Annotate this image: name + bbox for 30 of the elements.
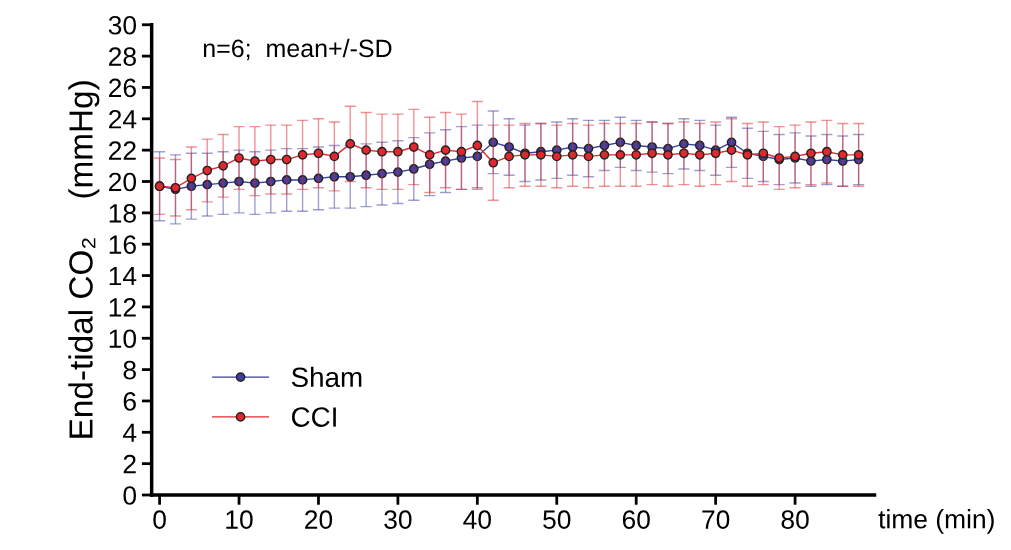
y-tick-label: 6 [123,392,136,411]
y-axis-title: End-tidal CO₂ (mmHg) [68,81,100,438]
x-tick-label: 0 [153,510,166,529]
x-tick-label: 30 [384,510,412,529]
y-tick-label: 22 [109,141,136,160]
y-tick-label: 24 [109,109,137,129]
y-tick-label: 12 [109,298,136,317]
y-tick-label: 28 [109,47,136,66]
x-tick-label: 70 [702,510,730,529]
x-tick-label: 20 [305,510,333,529]
y-tick-label: 8 [123,360,136,380]
y-tick-label: 20 [109,172,137,192]
y-tick-label: 14 [109,266,137,286]
y-tick-label: 0 [123,486,137,505]
y-tick-label: 2 [123,454,136,474]
x-axis-title: time (min) [878,509,994,534]
y-tick-label: 4 [123,423,137,442]
y-tick-label: 26 [109,78,136,98]
y-tick-label: 18 [109,203,136,223]
x-tick-label: 50 [543,510,571,529]
x-tick-label: 10 [226,510,253,529]
annotation: n=6; mean+/-SD [203,38,392,61]
x-tick-label: 40 [463,510,491,529]
x-tick-label: 60 [622,510,650,529]
legend-label: Sham [291,366,362,388]
x-tick-label: 80 [781,510,809,529]
y-tick-label: 10 [109,329,137,349]
y-tick-label: 30 [108,15,137,35]
legend-label: CCI [291,407,336,427]
y-tick-label: 16 [109,235,136,255]
